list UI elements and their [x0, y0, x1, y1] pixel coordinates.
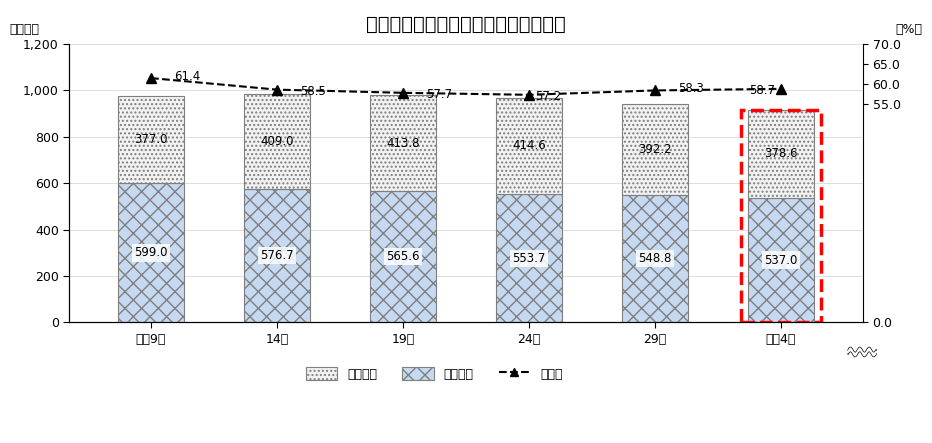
Text: 58.7: 58.7 [748, 84, 774, 97]
Bar [244, 93, 309, 189]
Text: 58.3: 58.3 [678, 82, 704, 95]
Bar [496, 97, 562, 194]
Bar [623, 104, 688, 195]
Bar [623, 195, 688, 323]
Bar [748, 110, 814, 198]
Text: 378.6: 378.6 [764, 148, 798, 160]
Text: 553.7: 553.7 [513, 252, 545, 264]
Bar [370, 191, 436, 323]
Legend: 無業者数, 有業者数, 有業率: 無業者数, 有業者数, 有業率 [301, 362, 568, 386]
Bar [748, 198, 814, 323]
Text: 58.5: 58.5 [300, 85, 325, 98]
Text: 576.7: 576.7 [260, 249, 294, 262]
Bar [118, 183, 184, 323]
Bar [370, 95, 436, 191]
Bar [244, 189, 309, 323]
Text: （千人）: （千人） [9, 23, 40, 35]
Bar [118, 96, 184, 183]
Text: （%）: （%） [896, 23, 923, 35]
Text: 61.4: 61.4 [173, 70, 200, 82]
Text: 57.7: 57.7 [426, 88, 452, 101]
Bar [496, 194, 562, 323]
Text: 392.2: 392.2 [638, 143, 672, 156]
Text: 377.0: 377.0 [134, 133, 168, 146]
Text: 414.6: 414.6 [512, 139, 546, 152]
Text: 537.0: 537.0 [764, 253, 798, 267]
Text: 565.6: 565.6 [386, 250, 419, 263]
Text: 599.0: 599.0 [134, 246, 168, 260]
Text: 548.8: 548.8 [638, 252, 672, 265]
Text: 57.2: 57.2 [535, 90, 561, 103]
Title: 有業者数、無業者数及び有業率の推移: 有業者数、無業者数及び有業率の推移 [366, 15, 566, 34]
Text: 413.8: 413.8 [386, 136, 419, 150]
Text: 409.0: 409.0 [260, 135, 294, 148]
